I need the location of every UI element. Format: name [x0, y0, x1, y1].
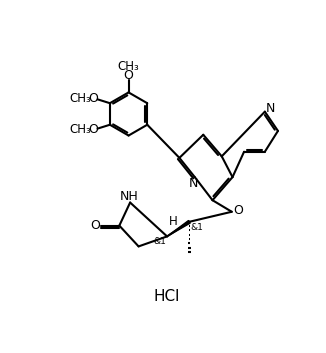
Text: H: H: [169, 215, 178, 228]
Text: &1: &1: [153, 237, 166, 246]
Text: O: O: [91, 219, 100, 232]
Text: CH₃: CH₃: [70, 123, 92, 136]
Polygon shape: [167, 221, 190, 237]
Text: O: O: [88, 123, 98, 136]
Text: O: O: [88, 92, 98, 105]
Text: HCl: HCl: [154, 289, 180, 304]
Text: N: N: [266, 102, 275, 115]
Text: CH₃: CH₃: [118, 60, 140, 73]
Text: O: O: [233, 204, 243, 217]
Text: NH: NH: [120, 190, 139, 203]
Text: N: N: [188, 177, 198, 190]
Text: O: O: [124, 69, 134, 82]
Text: &1: &1: [191, 223, 203, 232]
Text: CH₃: CH₃: [70, 92, 92, 105]
